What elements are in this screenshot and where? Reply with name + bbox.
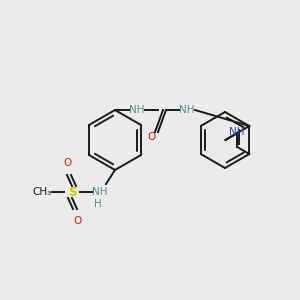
Text: O: O	[147, 132, 155, 142]
Text: S: S	[68, 185, 76, 199]
Text: NH: NH	[230, 127, 245, 137]
Text: NH: NH	[179, 105, 195, 115]
Text: CH₃: CH₃	[32, 187, 52, 197]
Text: O: O	[73, 216, 81, 226]
Text: NH: NH	[92, 187, 108, 197]
Text: H: H	[94, 199, 102, 209]
Text: O: O	[63, 158, 71, 168]
Text: NH: NH	[129, 105, 145, 115]
